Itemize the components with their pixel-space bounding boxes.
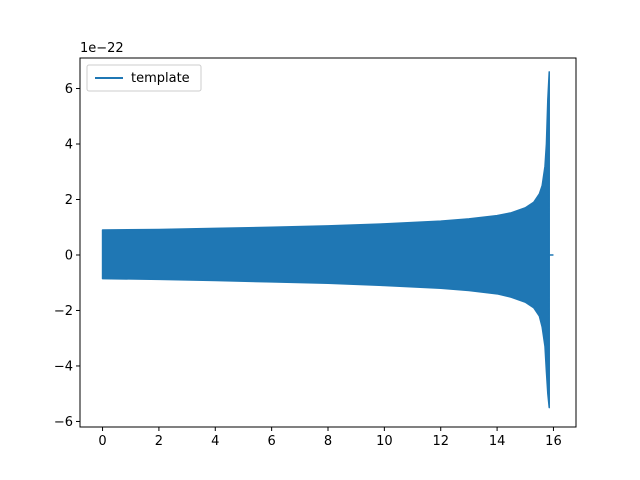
x-tick-label: 6 bbox=[267, 434, 275, 449]
x-tick-label: 10 bbox=[376, 434, 393, 449]
legend-box bbox=[86, 64, 202, 92]
x-tick-label: 16 bbox=[545, 434, 562, 449]
axes: 0 2 4 6 8 10 12 14 16 −6 −4 −2 0 2 4 6 bbox=[54, 57, 577, 449]
y-tick-label: −6 bbox=[54, 415, 73, 430]
y-tick-label: 4 bbox=[65, 138, 73, 153]
y-tick-label: 0 bbox=[65, 248, 73, 263]
y-tick-label: 6 bbox=[65, 82, 73, 97]
y-offset-label: 1e−22 bbox=[80, 41, 124, 56]
x-tick-label: 0 bbox=[98, 434, 106, 449]
x-tick-label: 12 bbox=[432, 434, 449, 449]
y-tick-label: −2 bbox=[54, 304, 73, 319]
template-waveform-band bbox=[101, 71, 550, 409]
x-tick-label: 14 bbox=[489, 434, 506, 449]
series-template bbox=[101, 71, 554, 409]
x-tick-label: 8 bbox=[324, 434, 332, 449]
plot-area bbox=[101, 71, 554, 409]
x-tick-label: 4 bbox=[211, 434, 219, 449]
y-tick-label: −4 bbox=[54, 359, 73, 374]
legend-label-template: template bbox=[131, 71, 190, 86]
legend: template bbox=[86, 64, 202, 92]
x-tick-label: 2 bbox=[155, 434, 163, 449]
y-tick-label: 2 bbox=[65, 193, 73, 208]
